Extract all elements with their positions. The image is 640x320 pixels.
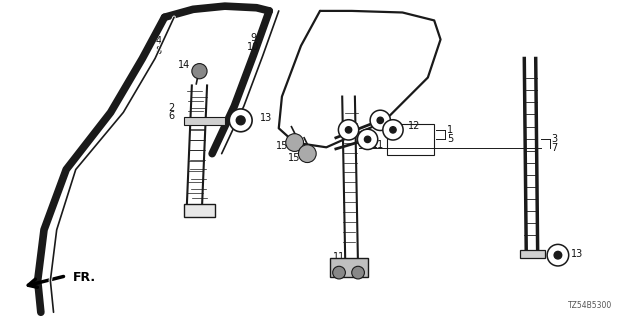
Text: 11: 11 [333,252,345,262]
Text: 10: 10 [247,42,259,52]
Circle shape [346,127,352,133]
Circle shape [390,127,396,133]
Text: 6: 6 [168,111,174,121]
Text: 13: 13 [260,113,272,123]
Text: 4: 4 [155,36,161,46]
Text: 7: 7 [552,143,558,153]
Text: 11: 11 [372,140,384,150]
Circle shape [285,134,303,151]
Circle shape [383,120,403,140]
Text: FR.: FR. [72,271,96,284]
FancyBboxPatch shape [520,251,545,258]
Circle shape [333,266,346,279]
Text: 2: 2 [168,103,174,113]
Text: 15: 15 [289,153,301,164]
Circle shape [357,129,378,149]
FancyBboxPatch shape [184,204,215,217]
Circle shape [339,120,358,140]
FancyBboxPatch shape [330,258,367,277]
Circle shape [192,64,207,79]
Text: 12: 12 [408,121,420,131]
Circle shape [236,116,245,125]
Circle shape [370,110,390,131]
Circle shape [352,266,364,279]
Text: 14: 14 [178,60,190,70]
Text: 1: 1 [447,125,453,135]
Text: 8: 8 [155,45,161,56]
Circle shape [364,136,371,142]
Circle shape [229,109,252,132]
Text: 15: 15 [276,141,288,151]
Text: 13: 13 [571,249,583,259]
Text: TZ54B5300: TZ54B5300 [568,301,612,310]
FancyBboxPatch shape [184,117,225,125]
Circle shape [554,252,562,259]
Circle shape [298,145,316,163]
Text: 5: 5 [447,134,453,144]
Circle shape [547,244,569,266]
Text: 3: 3 [552,134,557,144]
Circle shape [377,117,383,124]
Text: 9: 9 [250,33,257,43]
